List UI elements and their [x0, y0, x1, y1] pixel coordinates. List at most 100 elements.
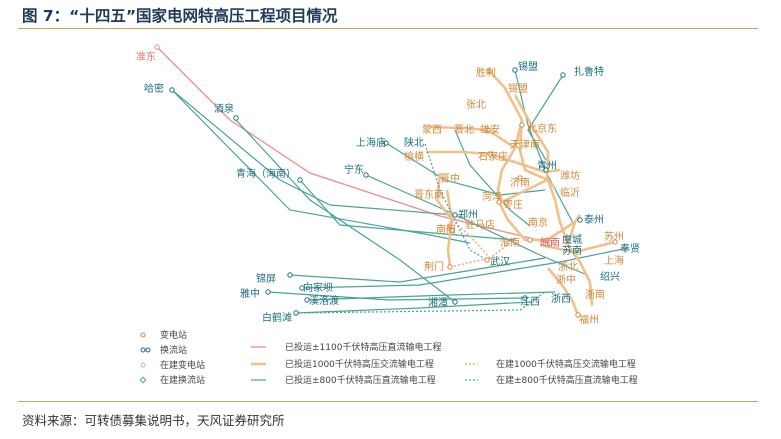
zaozhuang-huainan-line [497, 201, 576, 242]
label-weifang: 潍坊 [560, 169, 580, 182]
ximeng-shandong-ring [488, 70, 550, 204]
city-labels: 准东 哈密 酒泉 青海（海南） 上海庙 宁东 胜利 锡盟 扎鲁特 锡盟 张北 北… [136, 50, 640, 326]
zhalute-qingzhou-line [527, 74, 564, 161]
label-jiuquan: 酒泉 [214, 102, 234, 115]
label-zhenan: 浙南 [585, 288, 605, 301]
label-mengxi: 蒙西 [422, 123, 442, 136]
hami-station [169, 87, 175, 93]
ningdong-station [363, 172, 369, 178]
jindongnan-nanyang-jingmen [445, 189, 454, 268]
legend-dc800: 已投运±800千伏特高压直流输电工程 [285, 374, 436, 386]
label-qinghai: 青海（海南） [236, 167, 296, 180]
legend-converter: 换流站 [160, 344, 187, 356]
label-wannan: 皖南 [540, 236, 560, 249]
qinghai-station [297, 177, 303, 183]
label-hami: 哈密 [144, 82, 164, 95]
sunan-taizhou-line [566, 214, 582, 246]
label-xiongan: 雄安 [480, 123, 500, 136]
bottom-divider [18, 401, 758, 402]
zhalute-station [560, 72, 566, 78]
baihetan-station [293, 310, 299, 316]
label-yuheng: 榆横 [404, 150, 424, 163]
label-shijiazhuang: 石家庄 [478, 150, 508, 163]
label-suzhou: 苏州 [604, 230, 624, 243]
label-yucheng: 虞城 [562, 233, 582, 246]
fuzhou-station [575, 312, 581, 318]
baihetan-zhejiang-planned [295, 291, 546, 314]
legend-dc-building: 在建±800千伏特高压直流输电工程 [496, 374, 638, 386]
label-baihetan: 白鹤滩 [262, 311, 292, 324]
qingzhou-station [543, 167, 549, 173]
label-xilinhaote: 锡盟 [508, 82, 528, 95]
label-zhundong: 准东 [136, 50, 156, 63]
wuhan-station [484, 257, 490, 263]
ximeng-taizhou-line [514, 69, 574, 224]
ac1000-lines [426, 70, 616, 316]
label-fuzhou: 福州 [579, 313, 599, 326]
yazhong-jiangxi-line [267, 291, 526, 301]
label-zhumadian: 驻马店 [465, 218, 495, 231]
baihetan-jiangsu-line [295, 301, 531, 314]
label-zhalute: 扎鲁特 [574, 65, 604, 78]
xiangtan-station [452, 299, 458, 305]
uhv-project-map: 准东 哈密 酒泉 青海（海南） 上海庙 宁东 胜利 锡盟 扎鲁特 锡盟 张北 北… [136, 44, 640, 386]
label-jingmen: 荆门 [424, 260, 444, 273]
jingmen-station [447, 264, 453, 270]
legend-converter-building-icon [139, 376, 147, 384]
top-divider [18, 28, 758, 29]
label-taizhou: 泰州 [584, 213, 604, 226]
label-zhexi: 浙北 [558, 261, 578, 273]
source-note: 资料来源：可转债募集说明书，天风证券研究所 [22, 413, 285, 428]
label-xiangtan: 湘潭 [428, 296, 448, 309]
label-nanyang: 南阳 [436, 223, 456, 236]
figure-title: 图 7：“十四五”国家电网特高压工程项目情况 [22, 7, 338, 25]
legend-ac-building: 在建1000千伏特高压交流输电工程 [496, 358, 636, 370]
label-jinan: 济南 [510, 176, 530, 189]
yazhong-station [265, 289, 271, 295]
hami-zhengzhou-line [171, 89, 456, 216]
label-fengxian: 奉贤 [620, 242, 640, 255]
jinan-station [517, 175, 523, 181]
mengxi-tianjin-line [429, 125, 516, 150]
beijing-shandong-line [518, 119, 556, 189]
label-jinbei: 晋北 [454, 124, 474, 136]
label-shanghai: 上海 [604, 254, 624, 267]
beijingdong-station [519, 122, 525, 128]
legend-ac1000: 已投运1000千伏特高压交流输电工程 [285, 358, 434, 370]
label-xiluodu: 溪洛渡 [309, 294, 339, 307]
wannan-station [547, 240, 553, 246]
jinping-station [287, 272, 293, 278]
xiluodu-zhexi-line [306, 291, 556, 301]
label-zaozhuang: 枣庄 [503, 198, 523, 211]
jinbei-nanjing-line [454, 129, 531, 227]
jiuquan-xiangtan-line [235, 119, 456, 303]
jinping-sunan-line [289, 257, 546, 283]
legend-substation-building-icon [140, 362, 146, 368]
label-linyi: 临沂 [560, 186, 580, 199]
shanghai-station [612, 239, 618, 245]
label-jinping: 锦屏 [256, 272, 276, 285]
legend-converter-icon [140, 347, 146, 353]
legend-dc1100: 已投运±1100千伏特高压直流输电工程 [285, 341, 441, 353]
jiangxi-station [522, 295, 528, 301]
taizhou-station [577, 217, 583, 223]
shanghaimiao-station [383, 140, 389, 146]
shengli-station [486, 68, 492, 74]
dc800-lines [171, 69, 629, 314]
label-wuhan: 武汉 [490, 255, 510, 268]
label-zhexi2: 浙西 [551, 293, 571, 305]
legend-substation: 变电站 [160, 329, 187, 341]
zhengzhou-station [452, 212, 458, 218]
shijiazhuang-station [487, 151, 493, 157]
xiongan-station [485, 127, 491, 133]
label-xiangjiaba: 向家坝 [303, 281, 333, 294]
huainan-station [527, 237, 533, 243]
xiangjiaba-station [299, 285, 305, 291]
label-tianjinnan: 天津南 [510, 138, 540, 151]
label-huzhong: 浙中 [556, 273, 576, 286]
label-zhangbei: 张北 [466, 99, 486, 111]
ningdong-shaoxing-line [365, 174, 588, 276]
label-jizhong: 晋中 [440, 172, 460, 185]
legend-converter-icon-2 [145, 347, 151, 353]
label-shaoxing: 绍兴 [600, 270, 620, 283]
